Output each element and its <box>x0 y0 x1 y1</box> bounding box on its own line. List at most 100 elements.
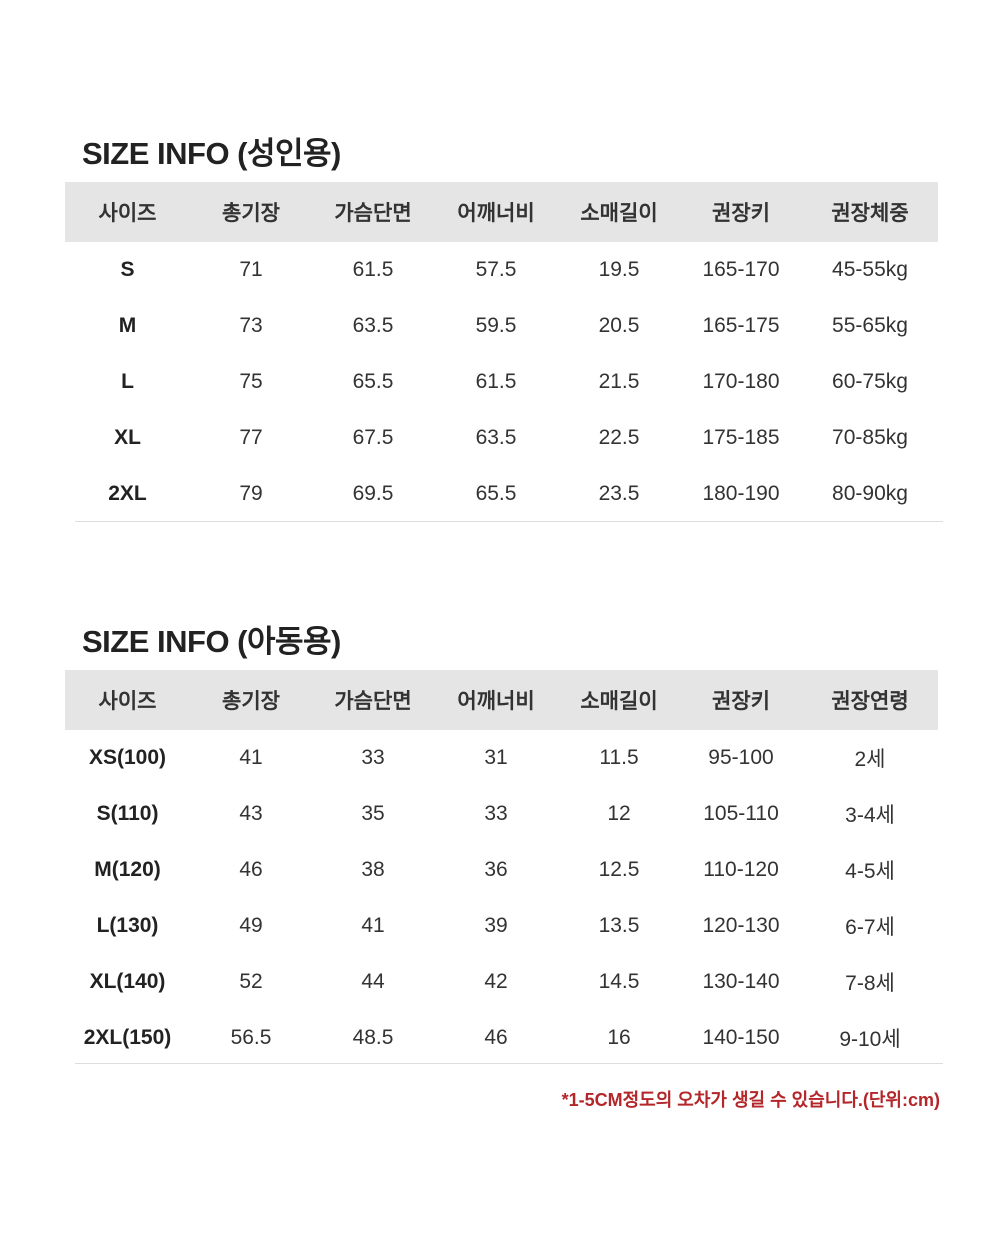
table-row: M(120) 46 38 36 12.5 110-120 4-5세 <box>65 842 938 898</box>
column-header: 소매길이 <box>580 690 658 713</box>
adult-table-divider <box>75 521 943 522</box>
table-cell: 43 <box>239 802 263 825</box>
table-cell: 41 <box>239 746 263 769</box>
column-header: 권장키 <box>712 202 770 225</box>
table-header: 사이즈 총기장 가슴단면 어깨너비 소매길이 권장키 권장연령 <box>65 670 938 730</box>
table-cell: 48.5 <box>352 1026 394 1049</box>
table-cell: M(120) <box>94 858 161 881</box>
table-cell: 20.5 <box>598 314 640 337</box>
table-cell: 23.5 <box>598 482 640 505</box>
table-cell: 165-175 <box>702 314 780 337</box>
column-header: 가슴단면 <box>334 690 412 713</box>
table-row: 2XL 79 69.5 65.5 23.5 180-190 80-90kg <box>65 466 938 522</box>
table-cell: 14.5 <box>598 970 640 993</box>
table-cell: 63.5 <box>475 426 517 449</box>
table-row: M 73 63.5 59.5 20.5 165-175 55-65kg <box>65 298 938 354</box>
table-cell: 175-185 <box>702 426 780 449</box>
table-cell: 46 <box>239 858 263 881</box>
table-cell: S(110) <box>96 802 159 825</box>
table-cell: 12 <box>607 802 631 825</box>
column-header: 권장연령 <box>831 690 909 713</box>
table-cell: 21.5 <box>598 370 640 393</box>
adult-size-title: SIZE INFO (성인용) <box>82 136 341 171</box>
table-header: 사이즈 총기장 가슴단면 어깨너비 소매길이 권장키 권장체중 <box>65 182 938 242</box>
table-cell: 38 <box>361 858 385 881</box>
table-cell: XL <box>114 426 141 449</box>
table-cell: 55-65kg <box>832 314 908 337</box>
table-cell: 31 <box>484 746 508 769</box>
kids-size-table: 사이즈 총기장 가슴단면 어깨너비 소매길이 권장키 권장연령 XS(100) 41 33 31 11… <box>65 670 938 1066</box>
table-cell: 77 <box>239 426 263 449</box>
table-cell: L(130) <box>96 914 159 937</box>
table-cell: 140-150 <box>702 1026 780 1049</box>
table-cell: 79 <box>239 482 263 505</box>
column-header: 사이즈 <box>98 690 157 713</box>
table-cell: 2XL <box>108 482 147 505</box>
table-row: XS(100) 41 33 31 11.5 95-100 2세 <box>65 730 938 786</box>
table-cell: 4-5세 <box>845 860 895 883</box>
table-cell: 110-120 <box>703 858 779 881</box>
table-cell: 57.5 <box>475 258 517 281</box>
table-cell: 16 <box>607 1026 631 1049</box>
table-cell: 65.5 <box>475 482 517 505</box>
column-header: 어깨너비 <box>457 202 535 225</box>
kids-size-title: SIZE INFO (아동용) <box>82 624 341 659</box>
table-row: L(130) 49 41 39 13.5 120-130 6-7세 <box>65 898 938 954</box>
table-cell: 6-7세 <box>845 916 895 939</box>
table-cell: 73 <box>239 314 263 337</box>
table-row: L 75 65.5 61.5 21.5 170-180 60-75kg <box>65 354 938 410</box>
table-row: XL(140) 52 44 42 14.5 130-140 7-8세 <box>65 954 938 1010</box>
kids-table-divider <box>75 1063 943 1064</box>
table-cell: 71 <box>239 258 263 281</box>
table-cell: 80-90kg <box>832 482 908 505</box>
table-cell: 70-85kg <box>832 426 908 449</box>
table-row: XL 77 67.5 63.5 22.5 175-185 70-85kg <box>65 410 938 466</box>
table-cell: 22.5 <box>598 426 640 449</box>
table-cell: 45-55kg <box>832 258 908 281</box>
table-cell: 41 <box>361 914 385 937</box>
table-cell: 42 <box>484 970 508 993</box>
table-cell: 105-110 <box>703 802 779 825</box>
table-cell: 49 <box>239 914 263 937</box>
table-cell: 63.5 <box>352 314 394 337</box>
table-cell: 65.5 <box>352 370 394 393</box>
table-cell: 52 <box>239 970 263 993</box>
table-cell: 170-180 <box>702 370 780 393</box>
column-header: 가슴단면 <box>334 202 412 225</box>
adult-size-table: 사이즈 총기장 가슴단면 어깨너비 소매길이 권장키 권장체중 S 71 61.5 57.5 19.5… <box>65 182 938 522</box>
table-cell: 13.5 <box>598 914 640 937</box>
table-cell: 36 <box>484 858 508 881</box>
table-cell: 120-130 <box>702 914 780 937</box>
table-cell: 11.5 <box>599 746 639 769</box>
table-cell: 69.5 <box>352 482 394 505</box>
table-cell: 9-10세 <box>839 1028 901 1051</box>
table-cell: 95-100 <box>708 746 774 769</box>
table-row: S(110) 43 35 33 12 105-110 3-4세 <box>65 786 938 842</box>
table-cell: S <box>120 258 135 281</box>
table-cell: 61.5 <box>475 370 517 393</box>
column-header: 사이즈 <box>98 202 157 225</box>
table-cell: 3-4세 <box>845 804 895 827</box>
table-cell: 2세 <box>854 748 886 771</box>
table-row: 2XL(150) 56.5 48.5 46 16 140-150 9-10세 <box>65 1010 938 1066</box>
table-row: S 71 61.5 57.5 19.5 165-170 45-55kg <box>65 242 938 298</box>
table-cell: 46 <box>484 1026 508 1049</box>
table-cell: 61.5 <box>352 258 394 281</box>
table-cell: 59.5 <box>475 314 517 337</box>
table-cell: L <box>121 370 134 393</box>
table-cell: 39 <box>484 914 508 937</box>
table-cell: 33 <box>484 802 508 825</box>
column-header: 총기장 <box>222 690 280 713</box>
table-cell: 56.5 <box>230 1026 272 1049</box>
table-cell: 19.5 <box>598 258 640 281</box>
table-cell: 35 <box>361 802 385 825</box>
table-cell: 33 <box>361 746 385 769</box>
table-cell: 7-8세 <box>845 972 895 995</box>
table-cell: XS(100) <box>88 746 167 769</box>
column-header: 권장키 <box>712 690 770 713</box>
table-cell: 130-140 <box>702 970 780 993</box>
table-cell: M <box>118 314 137 337</box>
column-header: 소매길이 <box>580 202 658 225</box>
table-cell: 60-75kg <box>832 370 908 393</box>
column-header: 총기장 <box>222 202 280 225</box>
